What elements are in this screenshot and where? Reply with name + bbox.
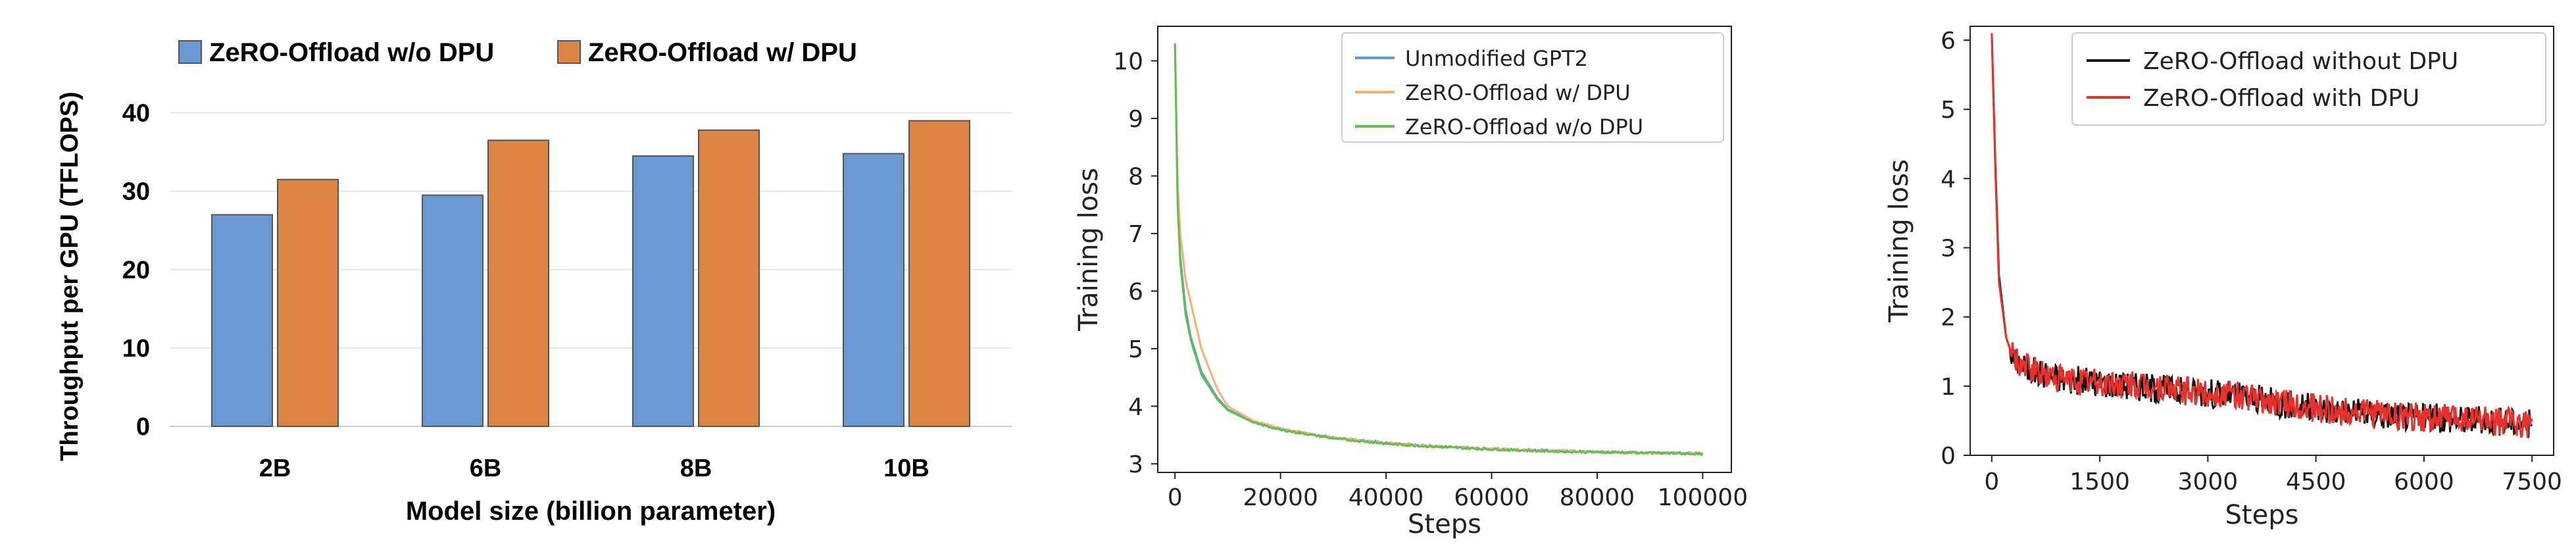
dpu-series-line-1 bbox=[1991, 33, 2533, 438]
loss-xtick-label: 80000 bbox=[1560, 484, 1635, 511]
bar-yaxis-label: Throughput per GPU (TFLOPS) bbox=[56, 91, 84, 461]
loss-ytick-label: 4 bbox=[1128, 393, 1143, 420]
bar-8B-series-0 bbox=[632, 155, 694, 427]
loss-ytick-label: 9 bbox=[1128, 106, 1143, 133]
dpu-xtick-label: 6000 bbox=[2394, 468, 2454, 495]
loss-xtick-label: 100000 bbox=[1658, 484, 1748, 511]
loss-legend-label-2: ZeRO-Offload w/o DPU bbox=[1405, 114, 1643, 139]
bar-legend-swatch-1 bbox=[557, 40, 581, 64]
loss-ytick-label: 6 bbox=[1128, 278, 1143, 305]
loss-legend-label-1: ZeRO-Offload w/ DPU bbox=[1405, 80, 1631, 105]
loss-ytick-label: 7 bbox=[1128, 221, 1143, 248]
loss-ytick-label: 8 bbox=[1128, 163, 1143, 190]
loss-yaxis-label: Training loss bbox=[1074, 168, 1104, 332]
bar-ytick-label: 40 bbox=[122, 100, 150, 128]
bar-ytick-label: 10 bbox=[122, 335, 150, 363]
dpu-xaxis-label: Steps bbox=[2225, 500, 2299, 530]
bar-2B-series-1 bbox=[277, 178, 339, 427]
loss-ytick-label: 3 bbox=[1128, 451, 1143, 478]
dpu-legend-label-0: ZeRO-Offload without DPU bbox=[2143, 48, 2458, 75]
loss-ytick-label: 5 bbox=[1128, 336, 1143, 363]
loss-xtick-label: 20000 bbox=[1243, 484, 1318, 511]
loss-legend-box bbox=[1341, 32, 1724, 143]
dpu-xtick-label: 3000 bbox=[2178, 468, 2239, 495]
bar-ytick-label: 20 bbox=[122, 257, 150, 284]
loss-xtick-label: 60000 bbox=[1454, 484, 1529, 511]
loss-ytick-label: 10 bbox=[1113, 48, 1143, 75]
dpu-xtick-label: 7500 bbox=[2502, 468, 2562, 495]
loss-plot-frame bbox=[1157, 26, 1732, 473]
bar-xtick-label: 10B bbox=[883, 455, 929, 482]
bar-10B-series-1 bbox=[908, 120, 970, 427]
dpu-ytick-label: 6 bbox=[1941, 28, 1956, 55]
dpu-ytick-label: 1 bbox=[1941, 374, 1956, 401]
bar-ytick-label: 30 bbox=[122, 178, 150, 206]
bar-xtick-label: 6B bbox=[470, 455, 502, 482]
bar-8B-series-1 bbox=[698, 129, 760, 427]
dpu-ytick-label: 2 bbox=[1941, 305, 1956, 332]
bar-legend-label-0: ZeRO-Offload w/o DPU bbox=[209, 38, 494, 67]
dpu-legend-box bbox=[2071, 32, 2546, 126]
dpu-plot-frame bbox=[1969, 26, 2554, 456]
dpu-xtick-label: 0 bbox=[1984, 468, 1999, 495]
dpu-yaxis-label: Training loss bbox=[1884, 159, 1914, 323]
bar-2B-series-0 bbox=[211, 214, 273, 427]
dpu-ytick-label: 0 bbox=[1941, 443, 1956, 470]
loss-legend-label-0: Unmodified GPT2 bbox=[1405, 46, 1588, 71]
bar-xaxis-label: Model size (billion parameter) bbox=[406, 497, 776, 526]
dpu-xtick-label: 1500 bbox=[2069, 468, 2130, 495]
dpu-ytick-label: 5 bbox=[1941, 97, 1956, 124]
dpu-ytick-label: 4 bbox=[1941, 166, 1956, 193]
loss-xaxis-label: Steps bbox=[1408, 509, 1481, 540]
loss-series-line-2 bbox=[1174, 43, 1704, 457]
bar-6B-series-1 bbox=[487, 139, 549, 427]
bar-6B-series-0 bbox=[422, 194, 483, 427]
loss-xtick-label: 40000 bbox=[1349, 484, 1424, 511]
dpu-legend-label-1: ZeRO-Offload with DPU bbox=[2143, 85, 2419, 112]
bar-10B-series-0 bbox=[843, 153, 904, 427]
bar-ytick-label: 0 bbox=[136, 413, 150, 441]
bar-xtick-label: 8B bbox=[680, 455, 712, 482]
bar-legend-label-1: ZeRO-Offload w/ DPU bbox=[588, 38, 857, 67]
dpu-ytick-label: 3 bbox=[1941, 236, 1956, 263]
loss-xtick-label: 0 bbox=[1168, 484, 1183, 511]
dpu-xtick-label: 4500 bbox=[2286, 468, 2346, 495]
bar-xtick-label: 2B bbox=[259, 455, 291, 482]
bar-legend-swatch-0 bbox=[178, 40, 202, 64]
